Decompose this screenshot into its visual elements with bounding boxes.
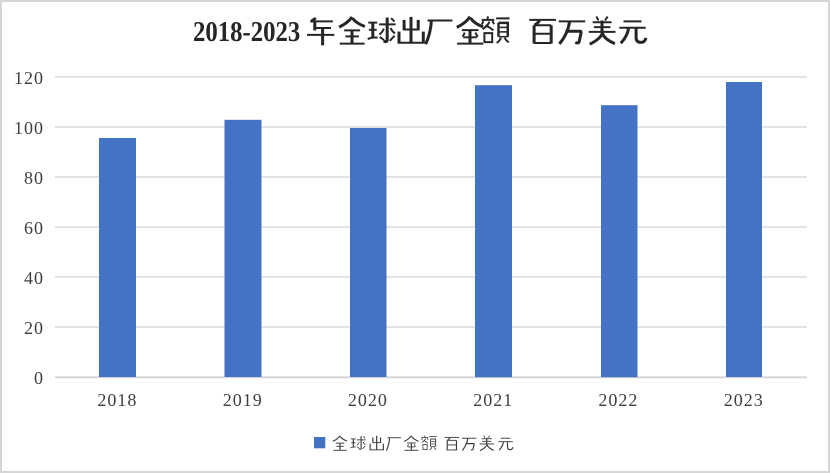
svg-text:0: 0 — [34, 368, 44, 388]
svg-text:2018-2023: 2018-2023 — [193, 15, 300, 47]
svg-text:2020: 2020 — [348, 390, 388, 410]
svg-text:2022: 2022 — [598, 390, 638, 410]
svg-text:20: 20 — [24, 318, 44, 338]
svg-text:100: 100 — [14, 118, 44, 138]
svg-text:40: 40 — [24, 268, 44, 288]
svg-text:60: 60 — [24, 218, 44, 238]
svg-text:2023: 2023 — [724, 390, 764, 410]
svg-text:2021: 2021 — [473, 390, 513, 410]
svg-text:2019: 2019 — [223, 390, 263, 410]
svg-text:120: 120 — [14, 68, 44, 88]
svg-text:80: 80 — [24, 168, 44, 188]
svg-text:2018: 2018 — [97, 390, 137, 410]
